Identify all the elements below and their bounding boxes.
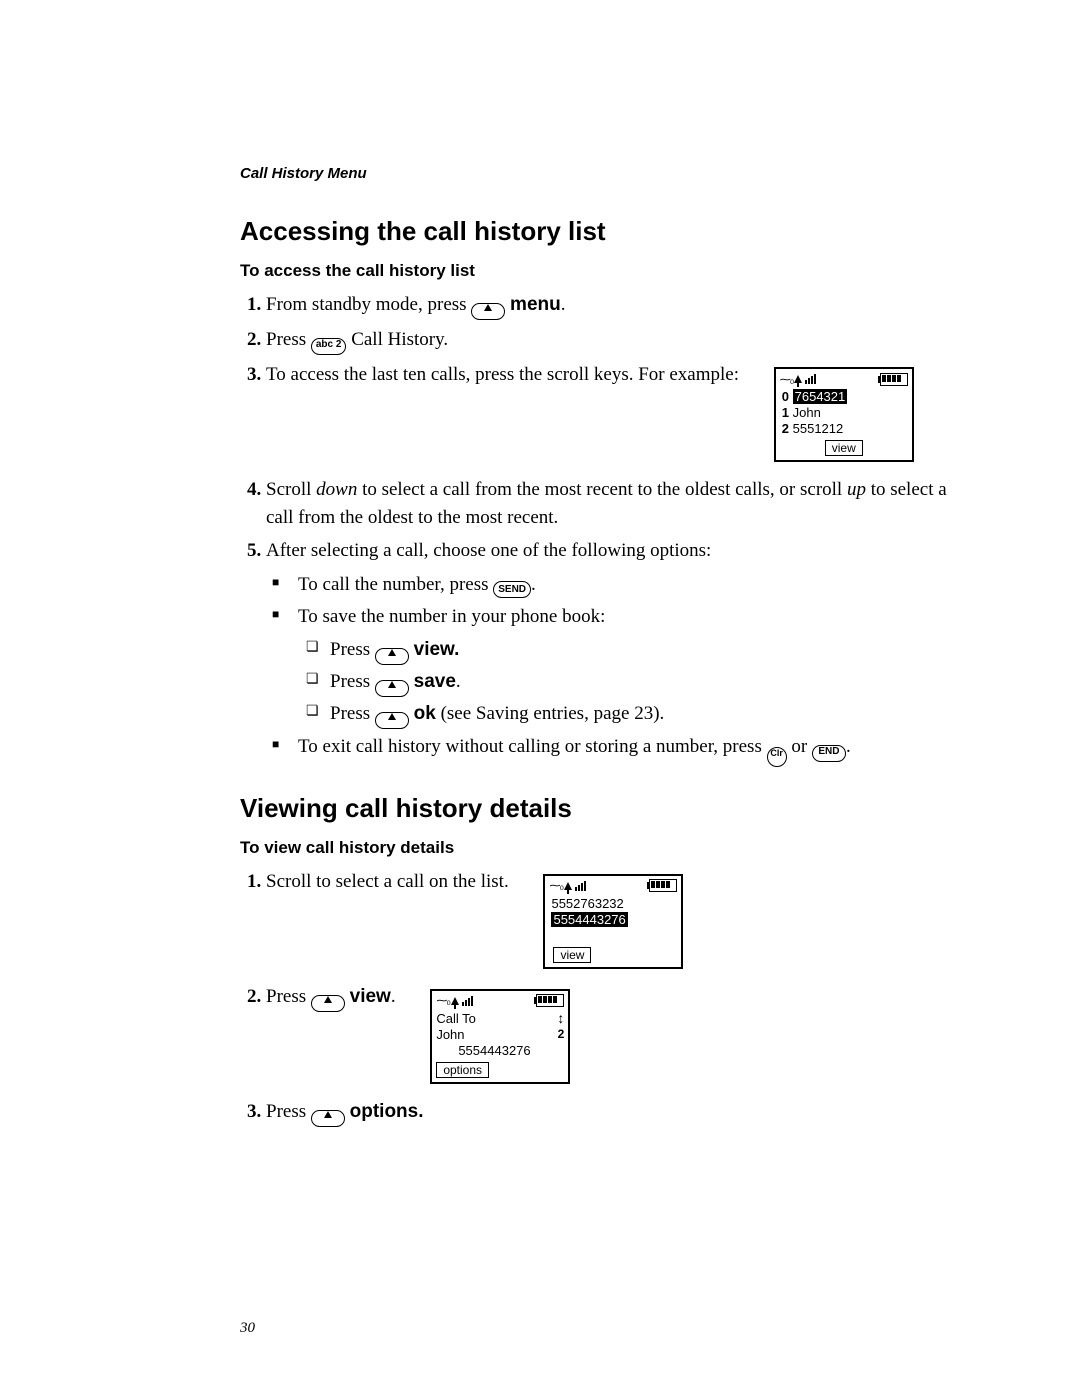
softkey-view: view (553, 947, 591, 963)
opt-save: To save the number in your phone book: P… (294, 603, 960, 729)
abc2-key-icon: abc 2 (311, 338, 347, 355)
subhead-access: To access the call history list (240, 261, 960, 281)
battery-icon (880, 373, 908, 386)
scroll-indicator-icon: ↕ (557, 1011, 564, 1025)
phone-screen-3: ⁓₀ Call To↕ John2 5554443276 options (430, 989, 570, 1084)
softkey-options: options (436, 1062, 489, 1078)
phone-screen-1: ⁓₀ 0 7654321 1 John 2 5551212 view (774, 367, 914, 462)
vstep-2: Press view. ⁓₀ Call To↕ John2 5554443276… (266, 983, 960, 1092)
step-3: To access the last ten calls, press the … (266, 361, 960, 470)
battery-icon (536, 994, 564, 1007)
step-4: Scroll down to select a call from the mo… (266, 476, 960, 531)
heading-viewing: Viewing call history details (240, 793, 960, 824)
step-1: From standby mode, press menu. (266, 291, 960, 320)
up-key-icon (375, 648, 409, 665)
manual-page: Call History Menu Accessing the call his… (0, 0, 1080, 1397)
vstep-1: Scroll to select a call on the list. ⁓₀ … (266, 868, 960, 977)
up-key-icon (375, 680, 409, 697)
up-key-icon (375, 712, 409, 729)
softkey-view: view (825, 440, 863, 456)
running-head: Call History Menu (240, 165, 960, 182)
end-key-icon: END (812, 745, 846, 762)
heading-accessing: Accessing the call history list (240, 216, 960, 247)
page-number: 30 (240, 1320, 255, 1337)
steps-access: From standby mode, press menu. Press abc… (240, 291, 960, 767)
steps-view: Scroll to select a call on the list. ⁓₀ … (240, 868, 960, 1127)
step-5: After selecting a call, choose one of th… (266, 537, 960, 767)
clr-key-icon: Clr (767, 747, 787, 767)
up-key-icon (311, 1110, 345, 1127)
phone-screen-2: ⁓₀ 5552763232 5554443276 view (543, 874, 683, 969)
battery-icon (649, 879, 677, 892)
up-key-icon (311, 995, 345, 1012)
vstep-3: Press options. (266, 1098, 960, 1127)
step-2: Press abc 2 Call History. (266, 326, 960, 355)
subhead-view: To view call history details (240, 838, 960, 858)
opt-call: To call the number, press SEND. (294, 571, 960, 600)
send-key-icon: SEND (493, 581, 531, 598)
up-key-icon (471, 303, 505, 320)
opt-exit: To exit call history without calling or … (294, 733, 960, 767)
